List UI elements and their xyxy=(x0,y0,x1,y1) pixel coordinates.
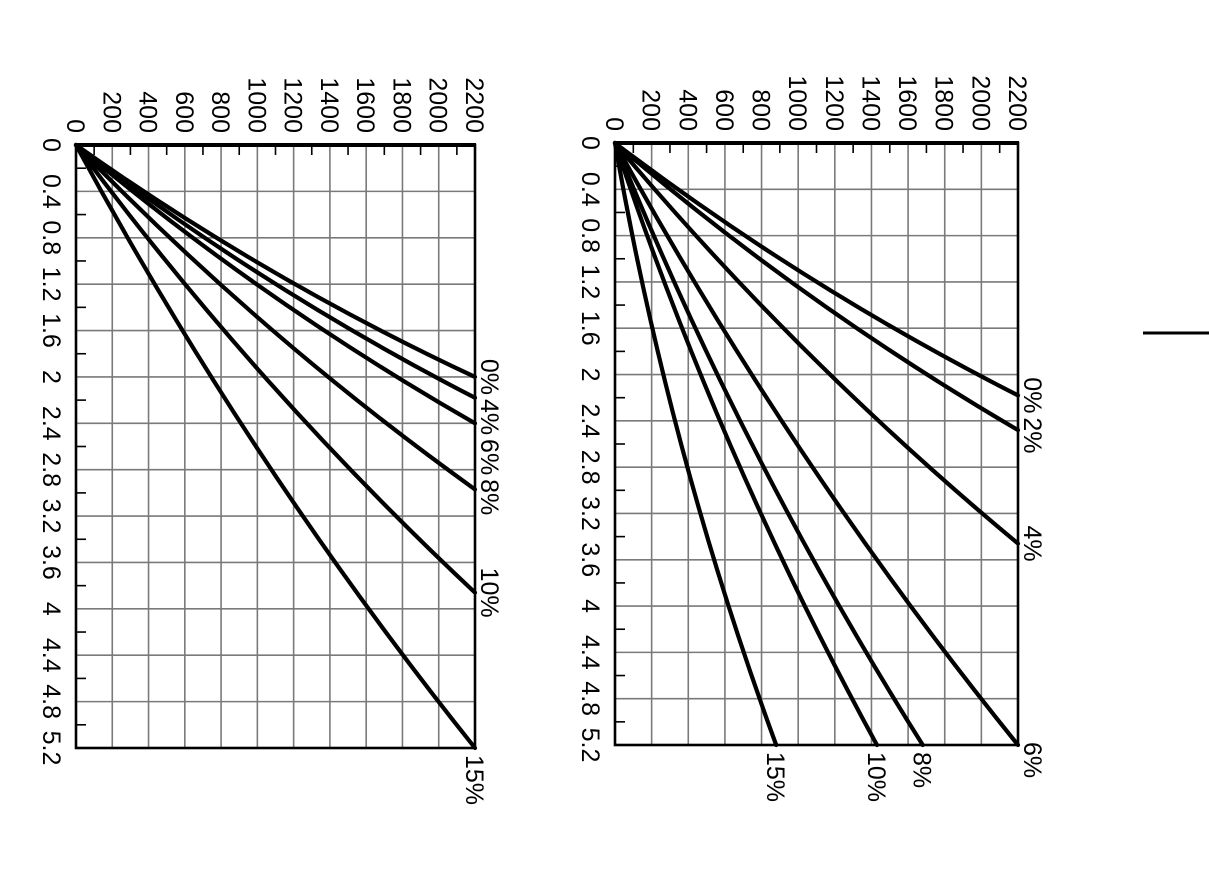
distance-axis-tick-label: 400 xyxy=(134,91,162,133)
distance-axis-tick-label: 0 xyxy=(61,119,89,133)
grade-curve xyxy=(612,140,880,748)
grade-curve-label: 10% xyxy=(475,568,503,618)
distance-axis-tick-label: 200 xyxy=(97,91,125,133)
distance-axis-tick-label: 1600 xyxy=(893,75,921,131)
time-axis-tick-label: 4.4 xyxy=(576,635,604,670)
time-axis-tick-label: 2.4 xyxy=(37,406,65,441)
time-axis-tick-label: 1.6 xyxy=(576,311,604,346)
grade-curve-label: 10% xyxy=(862,752,890,802)
time-axis-tick-label: 4.8 xyxy=(37,684,65,719)
distance-axis-tick-label: 1400 xyxy=(315,77,343,133)
time-axis-tick-label: 4 xyxy=(576,599,604,613)
distance-axis-tick-label: 600 xyxy=(170,91,198,133)
time-axis-tick-label: 3.2 xyxy=(37,499,65,534)
distance-axis-tick-label: 1600 xyxy=(351,77,379,133)
distance-axis-tick-label: 800 xyxy=(206,91,234,133)
time-axis-tick-label: 0.4 xyxy=(576,172,604,207)
time-axis-tick-label: 0.8 xyxy=(576,218,604,253)
time-axis-tick-label: 5.2 xyxy=(37,731,65,766)
time-axis-tick-label: 2 xyxy=(576,368,604,382)
time-axis-tick-label: 4 xyxy=(37,602,65,616)
grade-curve xyxy=(612,140,1021,398)
distance-axis-tick-label: 200 xyxy=(637,89,665,131)
grade-curve-label: 2% xyxy=(1018,417,1046,453)
grade-curve-label: 15% xyxy=(761,752,789,802)
distance-axis-tick-label: 0 xyxy=(600,117,628,131)
distance-axis-tick-label: 800 xyxy=(747,89,775,131)
grade-curve xyxy=(73,142,478,400)
grade-curve xyxy=(612,140,1021,748)
time-axis-tick-label: 5.2 xyxy=(576,728,604,763)
time-axis-tick-label: 2.8 xyxy=(576,450,604,485)
grade-curve-label: 8% xyxy=(475,479,503,515)
grade-curve-label: 4% xyxy=(1018,525,1046,561)
time-axis-tick-label: 0.4 xyxy=(37,174,65,209)
grade-curve xyxy=(612,140,1021,433)
grade-curve-label: 8% xyxy=(908,752,936,788)
grade-curve xyxy=(612,140,1021,546)
grade-curve xyxy=(612,140,925,748)
time-axis-tick-label: 3.6 xyxy=(37,545,65,580)
time-axis-tick-label: 2.8 xyxy=(37,452,65,487)
travel-time-chart-right: 0 200 400 600 800 1000 1200 1400 1600 1800 2000 220… xyxy=(576,75,1046,802)
time-axis-tick-label: 0 xyxy=(576,136,604,150)
distance-axis-tick-label: 2200 xyxy=(1003,75,1031,131)
grade-curve-label: 4% xyxy=(475,399,503,435)
time-axis-tick-label: 1.6 xyxy=(37,313,65,348)
time-axis-tick-label: 4.4 xyxy=(37,638,65,673)
distance-axis-tick-label: 400 xyxy=(673,89,701,131)
time-axis-tick-label: 2.4 xyxy=(576,403,604,438)
distance-axis-tick-label: 1800 xyxy=(930,75,958,131)
grade-curve xyxy=(73,142,478,426)
time-axis-tick-label: 3.6 xyxy=(576,542,604,577)
grade-curve xyxy=(73,142,478,595)
distance-axis-tick-label: 2000 xyxy=(424,77,452,133)
time-axis-tick-label: 2 xyxy=(37,370,65,384)
distance-axis-tick-label: 1200 xyxy=(820,75,848,131)
plot-border xyxy=(613,141,1020,747)
grade-curve xyxy=(73,142,478,751)
time-axis-tick-label: 0 xyxy=(37,138,65,152)
grade-curve xyxy=(73,142,478,380)
grade-curve xyxy=(612,140,779,748)
grade-curve-label: 15% xyxy=(460,755,488,805)
distance-axis-tick-label: 1000 xyxy=(783,75,811,131)
time-axis-tick-label: 1.2 xyxy=(576,265,604,300)
grade-curve-label: 6% xyxy=(475,439,503,475)
distance-axis-tick-label: 1400 xyxy=(856,75,884,131)
distance-axis-tick-label: 1200 xyxy=(279,77,307,133)
grade-curve-label: 0% xyxy=(475,359,503,395)
travel-time-chart-left: 0 200 400 600 800 1000 1200 1400 1600 1800 2000 220… xyxy=(37,77,503,805)
distance-axis-tick-label: 1800 xyxy=(387,77,415,133)
time-axis-tick-label: 0.8 xyxy=(37,220,65,255)
distance-axis-tick-label: 2000 xyxy=(966,75,994,131)
time-axis-tick-label: 4.8 xyxy=(576,681,604,716)
grade-curve-label: 6% xyxy=(1018,742,1046,778)
distance-axis-tick-label: 1000 xyxy=(242,77,270,133)
distance-axis-tick-label: 2200 xyxy=(460,77,488,133)
time-axis-tick-label: 1.2 xyxy=(37,267,65,302)
time-axis-tick-label: 3.2 xyxy=(576,496,604,531)
distance-axis-tick-label: 600 xyxy=(710,89,738,131)
grade-curve xyxy=(73,142,478,492)
grade-curve-label: 0% xyxy=(1018,377,1046,413)
